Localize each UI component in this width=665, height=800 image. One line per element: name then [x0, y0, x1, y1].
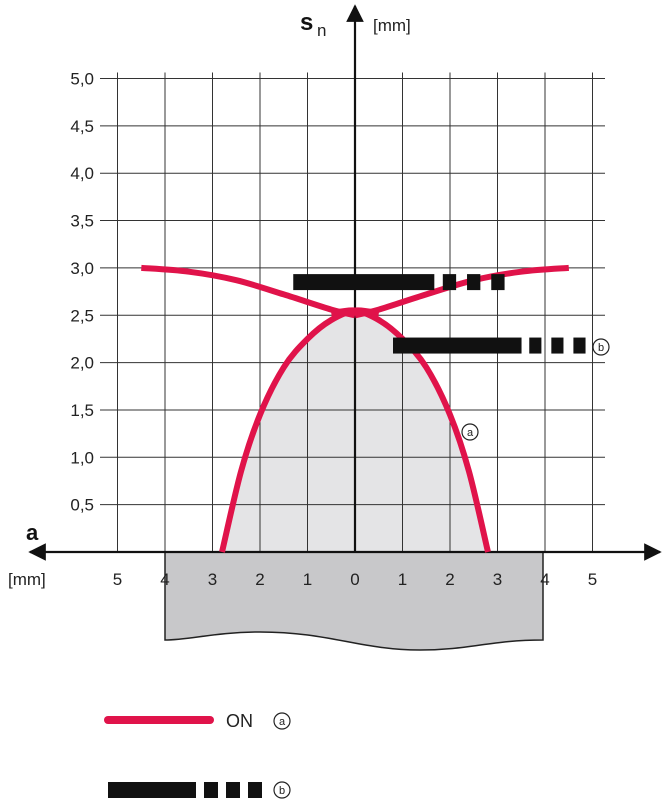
x-tick-labels: 5 4 3 2 1 0 1 2 3 4 5 [113, 570, 597, 589]
x-tick-label: 3 [208, 570, 217, 589]
y-tick-label: 1,0 [70, 448, 94, 467]
y-tick-label: 2,0 [70, 354, 94, 373]
dashed-bar-solid [393, 337, 522, 354]
bar-marker-b: b [592, 338, 610, 356]
actuator-block [164, 551, 544, 651]
dashed-bar-segment [573, 337, 586, 354]
legend: ON a b [104, 711, 291, 799]
y-tick-label: 4,0 [70, 164, 94, 183]
x-tick-label: 3 [493, 570, 502, 589]
dashed-bar-segment [442, 274, 457, 291]
y-tick-label: 4,5 [70, 117, 94, 136]
x-tick-label: 5 [588, 570, 597, 589]
y-tick-labels: 0,5 1,0 1,5 2,0 2,5 3,0 3,5 4,0 4,5 5,0 [70, 70, 94, 515]
x-axis-unit: [mm] [8, 570, 46, 589]
x-tick-label: 1 [303, 570, 312, 589]
x-tick-label: 0 [350, 570, 359, 589]
x-tick-label: 5 [113, 570, 122, 589]
dashed-bar-segment [551, 337, 564, 354]
x-axis-symbol: a [26, 520, 39, 545]
x-tick-label: 2 [445, 570, 454, 589]
curve-marker-a: a [461, 423, 479, 441]
x-tick-label: 4 [540, 570, 549, 589]
y-tick-label: 1,5 [70, 401, 94, 420]
y-axis-unit: [mm] [373, 16, 411, 35]
on-curve-line [330, 307, 491, 553]
x-tick-label: 4 [160, 570, 169, 589]
svg-text:b: b [279, 785, 285, 797]
legend-on-label: ON [226, 711, 253, 731]
on-curve-line [141, 264, 356, 319]
dashed-bar-segment [529, 337, 542, 354]
y-tick-label: 2,5 [70, 306, 94, 325]
y-tick-label: 0,5 [70, 496, 94, 515]
y-tick-label: 5,0 [70, 70, 94, 89]
svg-text:b: b [598, 342, 604, 354]
x-tick-label: 1 [398, 570, 407, 589]
y-axis-symbol: s [300, 9, 313, 36]
grid [100, 72, 605, 552]
dashed-bar-segment [491, 274, 505, 291]
legend-dashed-marker: b [273, 781, 291, 799]
x-tick-label: 2 [255, 570, 264, 589]
legend-dashed-swatch [108, 782, 262, 798]
dashed-bar-segment [467, 274, 481, 291]
y-axis-subscript: n [317, 21, 326, 40]
dashed-bar-solid [293, 274, 435, 291]
dashed-bars [293, 274, 586, 354]
y-tick-label: 3,5 [70, 212, 94, 231]
svg-text:a: a [467, 427, 474, 439]
legend-on-marker: a [273, 712, 291, 730]
y-tick-label: 3,0 [70, 259, 94, 278]
svg-text:a: a [279, 716, 286, 728]
